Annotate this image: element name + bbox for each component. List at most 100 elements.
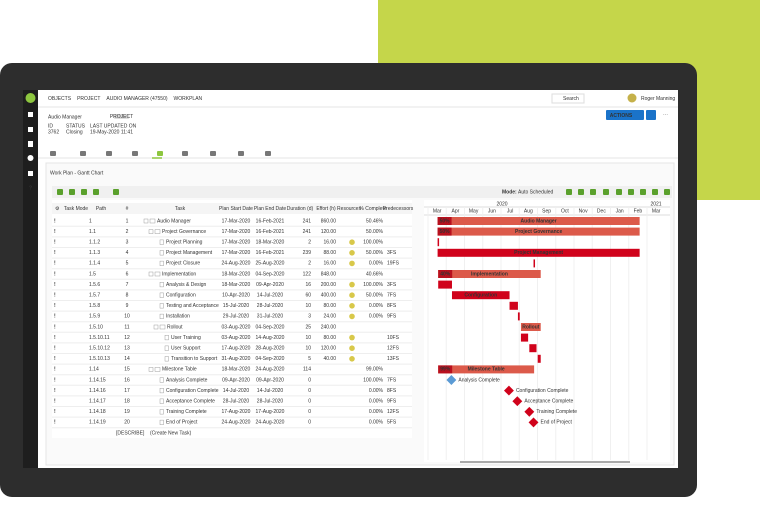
- column-header[interactable]: Duration (d): [287, 206, 314, 212]
- toolbar-button[interactable]: [93, 189, 99, 195]
- milestone[interactable]: [524, 406, 535, 417]
- scrollbar[interactable]: [460, 461, 630, 463]
- resource-avatar[interactable]: [349, 292, 355, 299]
- task-name[interactable]: Testing and Acceptance: [166, 303, 219, 309]
- breadcrumb-item[interactable]: AUDIO MANAGER (47550): [106, 96, 167, 102]
- task-name[interactable]: Audio Manager: [157, 218, 191, 224]
- resource-avatar[interactable]: [349, 260, 355, 267]
- tab-icon[interactable]: [157, 151, 163, 156]
- column-header[interactable]: Plan End Date: [254, 206, 286, 212]
- task-name[interactable]: Project Governance: [162, 229, 206, 235]
- nav-icon[interactable]: [28, 127, 33, 132]
- task-name[interactable]: Training Complete: [166, 409, 207, 415]
- toolbar-button[interactable]: [628, 189, 634, 195]
- tab-icon[interactable]: [80, 151, 86, 156]
- task-name[interactable]: End of Project: [166, 420, 198, 426]
- column-header[interactable]: % Complete: [359, 206, 386, 212]
- milestone[interactable]: [512, 396, 523, 407]
- settings-icon[interactable]: ⚙: [55, 206, 60, 212]
- actions-label[interactable]: ACTIONS: [610, 113, 633, 119]
- task-name[interactable]: Project Planning: [166, 240, 203, 246]
- breadcrumb-item[interactable]: WORKPLAN: [174, 96, 203, 102]
- tab-icon[interactable]: [210, 151, 216, 156]
- search-box[interactable]: [551, 93, 585, 104]
- task-bar[interactable]: [529, 344, 537, 353]
- new-row-placeholder[interactable]: (Create New Task): [150, 430, 192, 436]
- expander[interactable]: [148, 229, 154, 234]
- task-name[interactable]: Analysis & Design: [166, 282, 207, 288]
- column-header[interactable]: Effort (h): [316, 206, 336, 212]
- column-header[interactable]: Task: [175, 206, 186, 212]
- tab-icon[interactable]: [50, 151, 56, 156]
- resource-avatar[interactable]: [349, 334, 355, 341]
- expander[interactable]: [143, 218, 149, 224]
- switch-button[interactable]: [646, 110, 656, 120]
- task-bar[interactable]: [438, 365, 535, 374]
- toolbar-button[interactable]: [69, 189, 75, 195]
- toolbar-button[interactable]: [566, 189, 572, 195]
- task-bar[interactable]: [537, 354, 541, 363]
- expander[interactable]: [148, 367, 154, 372]
- column-header[interactable]: Predecessors: [383, 206, 414, 212]
- user-name[interactable]: Roger Manning: [641, 96, 675, 102]
- task-name[interactable]: Implementation: [162, 271, 196, 277]
- task-bar[interactable]: [533, 259, 536, 268]
- expander[interactable]: [148, 271, 154, 277]
- resource-avatar[interactable]: [349, 250, 355, 256]
- resource-avatar[interactable]: [349, 239, 355, 245]
- task-bar[interactable]: [509, 301, 518, 310]
- toolbar-button[interactable]: [590, 189, 596, 195]
- mode-value[interactable]: Auto Scheduled: [518, 189, 554, 195]
- column-header[interactable]: #: [126, 206, 129, 212]
- task-name[interactable]: Transition to Support: [171, 356, 218, 362]
- search-placeholder[interactable]: Search: [563, 96, 579, 102]
- toolbar-button[interactable]: [652, 189, 658, 195]
- tab-icon[interactable]: [106, 151, 112, 156]
- more-button[interactable]: ⋯: [663, 112, 668, 118]
- breadcrumb-item[interactable]: OBJECTS: [48, 96, 72, 102]
- task-name[interactable]: User Support: [171, 346, 201, 352]
- new-row-placeholder[interactable]: [DESCRIBE]: [116, 430, 145, 436]
- nav-icon[interactable]: [28, 112, 33, 117]
- nav-icon[interactable]: [28, 171, 33, 176]
- tab-icon[interactable]: [182, 151, 188, 156]
- task-name[interactable]: Configuration Complete: [166, 388, 219, 394]
- tab-icon[interactable]: [132, 151, 138, 156]
- toolbar-button[interactable]: [616, 189, 622, 195]
- task-name[interactable]: Milestone Table: [162, 367, 197, 373]
- task-name[interactable]: Project Management: [166, 250, 213, 256]
- column-header[interactable]: Task Mode: [64, 206, 88, 212]
- task-bar[interactable]: [438, 280, 452, 289]
- tab-icon[interactable]: [265, 151, 271, 156]
- resource-avatar[interactable]: [349, 345, 355, 352]
- resource-avatar[interactable]: [349, 303, 355, 309]
- milestone[interactable]: [528, 417, 539, 428]
- task-bar[interactable]: [437, 248, 640, 257]
- help-icon[interactable]: ?: [29, 185, 32, 191]
- task-bar[interactable]: [437, 238, 440, 247]
- breadcrumb-item[interactable]: PROJECT: [77, 96, 100, 102]
- task-bar[interactable]: [517, 312, 520, 321]
- nav-icon[interactable]: [27, 155, 34, 161]
- task-bar[interactable]: [438, 270, 541, 278]
- toolbar-button[interactable]: [603, 189, 609, 195]
- task-name[interactable]: Project Closure: [166, 261, 200, 267]
- toolbar-button[interactable]: [81, 189, 87, 195]
- column-header[interactable]: Resources: [337, 206, 361, 212]
- resource-avatar[interactable]: [349, 281, 355, 288]
- task-bar[interactable]: [520, 323, 541, 331]
- toolbar-button[interactable]: [57, 189, 63, 195]
- task-bar[interactable]: [451, 291, 510, 300]
- toolbar-button[interactable]: [640, 189, 646, 195]
- tab-icon[interactable]: [238, 151, 244, 156]
- task-name[interactable]: Analysis Complete: [166, 377, 208, 383]
- task-name[interactable]: Rollout: [167, 324, 183, 330]
- toolbar-button[interactable]: [664, 189, 670, 195]
- expander[interactable]: [153, 324, 159, 330]
- toolbar-button[interactable]: [578, 189, 584, 195]
- resource-avatar[interactable]: [349, 356, 355, 362]
- task-name[interactable]: Acceptance Complete: [166, 399, 215, 405]
- task-bar[interactable]: [437, 227, 640, 236]
- actions-button[interactable]: [606, 110, 644, 120]
- nav-icon[interactable]: [28, 141, 33, 147]
